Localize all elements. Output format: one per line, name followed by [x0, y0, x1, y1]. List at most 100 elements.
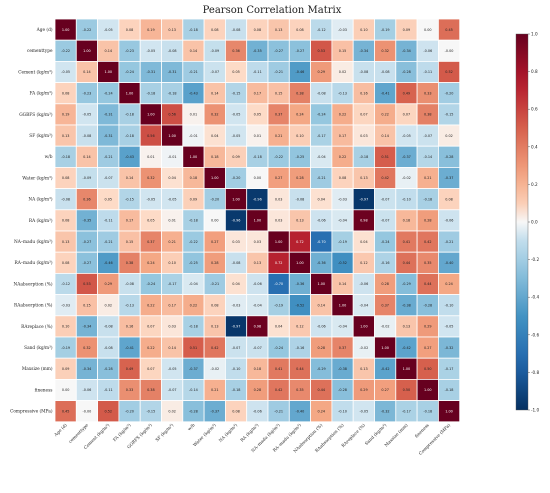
cell-value-0-15: -0.19: [381, 28, 390, 32]
cell-value-13-5: 0.17: [168, 303, 176, 307]
cell-value-10-3: 0.15: [126, 240, 134, 244]
cell-value-1-4: -0.05: [146, 49, 155, 53]
cell-value-8-9: -0.96: [253, 197, 262, 201]
cell-value-16-11: 0.44: [296, 367, 304, 371]
cell-value-8-11: -0.08: [296, 197, 305, 201]
row-label-15: Sand (kg/m³): [24, 345, 53, 351]
row-label-16: Maxsize (mm): [22, 367, 53, 372]
cell-value-17-6: -0.14: [189, 388, 198, 392]
cell-value-12-2: 0.29: [104, 282, 112, 286]
cell-value-8-2: 0.05: [104, 197, 112, 201]
cell-value-7-18: -0.37: [445, 176, 454, 180]
cell-value-18-6: -0.28: [189, 409, 198, 413]
cell-value-1-18: -0.00: [445, 49, 454, 53]
cell-value-3-11: 0.38: [296, 91, 304, 95]
cell-value-9-18: -0.06: [445, 219, 454, 223]
cell-value-17-13: -0.28: [338, 388, 347, 392]
cell-value-3-2: -0.24: [104, 91, 113, 95]
cell-value-18-7: -0.37: [210, 409, 219, 413]
cell-value-15-18: -0.32: [445, 346, 454, 350]
cell-value-14-2: -0.08: [104, 325, 113, 329]
cell-value-6-3: -0.43: [125, 155, 134, 159]
cell-value-11-12: -0.36: [317, 261, 326, 265]
row-label-2: Cement (kg/m³): [18, 69, 53, 75]
cell-value-13-0: -0.03: [61, 303, 70, 307]
cell-value-2-12: 0.29: [317, 70, 325, 74]
cell-value-14-8: -0.97: [232, 325, 241, 329]
cell-value-4-10: 0.37: [275, 113, 283, 117]
cell-value-12-8: 0.04: [232, 282, 240, 286]
cell-value-7-9: 0.00: [254, 176, 262, 180]
column-label-5: SF (kg/m³): [154, 422, 175, 443]
cell-value-2-14: -0.08: [359, 70, 368, 74]
cell-value-16-0: 0.09: [62, 367, 70, 371]
column-label-8: NA (kg/m³): [218, 422, 240, 444]
cell-value-4-16: 0.07: [403, 113, 411, 117]
cell-value-12-17: 0.44: [424, 282, 432, 286]
cell-value-4-2: -0.31: [104, 113, 113, 117]
cell-value-11-16: 0.44: [403, 261, 411, 265]
cell-value-13-18: -0.10: [445, 303, 454, 307]
cell-value-2-6: -0.21: [189, 70, 198, 74]
cell-value-5-18: 0.02: [445, 134, 453, 138]
cell-value-9-3: 0.17: [126, 219, 134, 223]
cell-value-14-18: -0.05: [445, 325, 454, 329]
cell-value-17-18: -0.18: [445, 388, 454, 392]
cell-value-13-11: -0.52: [296, 303, 305, 307]
cell-value-3-7: 0.14: [211, 91, 219, 95]
cell-value-18-13: -0.10: [338, 409, 347, 413]
cell-value-10-13: -0.19: [338, 240, 347, 244]
cell-value-6-4: 0.01: [147, 155, 155, 159]
cell-value-7-11: 0.28: [296, 176, 304, 180]
cell-value-9-15: -0.07: [381, 219, 390, 223]
cell-value-3-8: -0.15: [232, 91, 241, 95]
cell-value-10-6: -0.22: [189, 240, 198, 244]
cell-value-1-10: -0.27: [274, 49, 283, 53]
cell-value-16-15: -0.42: [381, 367, 390, 371]
cell-value-10-9: 0.03: [254, 240, 262, 244]
cell-value-15-0: -0.19: [61, 346, 70, 350]
cell-value-5-1: -0.08: [83, 134, 92, 138]
cell-value-0-13: -0.03: [338, 28, 347, 32]
cell-value-17-12: 0.44: [317, 388, 325, 392]
cell-value-14-9: 0.98: [254, 325, 262, 329]
cell-value-18-0: 0.45: [62, 409, 70, 413]
cell-value-7-12: -0.21: [317, 176, 326, 180]
cell-value-9-14: 0.98: [360, 219, 368, 223]
cell-value-16-12: -0.29: [317, 367, 326, 371]
cell-value-8-0: -0.08: [61, 197, 70, 201]
cell-value-15-3: -0.41: [125, 346, 134, 350]
cell-value-18-8: 0.08: [232, 409, 240, 413]
cell-value-13-9: -0.04: [253, 303, 262, 307]
row-label-8: NA (kg/m³): [28, 197, 53, 203]
cell-value-2-0: -0.05: [61, 70, 70, 74]
cell-value-7-8: -0.20: [232, 176, 241, 180]
cell-value-6-0: -0.18: [61, 155, 70, 159]
cell-value-3-15: -0.41: [381, 91, 390, 95]
cell-value-7-16: -0.02: [402, 176, 411, 180]
cell-value-5-12: -0.17: [317, 134, 326, 138]
cell-value-17-14: 0.29: [360, 388, 368, 392]
row-labels: Age (d) cementtype Cement (kg/m³) FA (kg/m³…: [10, 28, 53, 415]
cell-value-0-3: 0.08: [126, 28, 134, 32]
cell-value-16-5: -0.05: [168, 367, 177, 371]
cell-value-11-9: 0.13: [254, 261, 262, 265]
cell-value-2-16: -0.28: [402, 70, 411, 74]
cell-value-15-11: -0.16: [296, 346, 305, 350]
cell-value-14-11: 0.12: [296, 325, 304, 329]
cell-value-3-10: 0.15: [275, 91, 283, 95]
cell-value-4-12: -0.24: [317, 113, 326, 117]
cell-value-6-1: 0.14: [83, 155, 91, 159]
cell-value-9-1: -0.35: [83, 219, 92, 223]
cell-value-15-5: 0.14: [168, 346, 176, 350]
cell-value-13-14: -0.04: [359, 303, 368, 307]
cell-value-14-6: -0.18: [189, 325, 198, 329]
cell-value-7-15: 0.42: [381, 176, 389, 180]
cell-value-1-11: -0.27: [296, 49, 305, 53]
heatmap-cells: 1.00 -0.22 -0.05 0.08 0.19 0.13 -0.18 0.08 -0.08…: [54, 18, 461, 423]
cell-value-3-5: -0.18: [168, 91, 177, 95]
cell-value-5-13: 0.17: [339, 134, 347, 138]
cell-value-5-4: 0.56: [147, 134, 155, 138]
cell-value-4-9: 0.05: [254, 113, 262, 117]
